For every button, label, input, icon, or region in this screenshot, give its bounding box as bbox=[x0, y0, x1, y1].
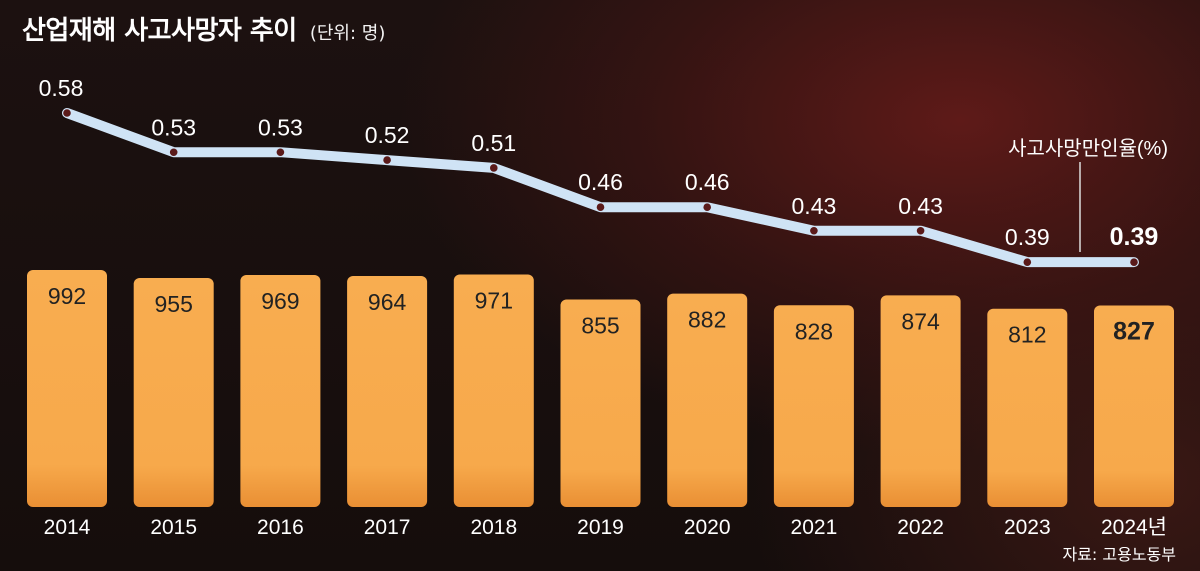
x-tick-label: 2024년 bbox=[1101, 516, 1167, 539]
x-tick-label: 2020 bbox=[684, 516, 731, 539]
line-value-label: 0.53 bbox=[258, 114, 303, 140]
line-series bbox=[62, 108, 1139, 268]
x-tick-label: 2014 bbox=[44, 516, 91, 539]
bar-2024년 bbox=[1094, 305, 1174, 507]
x-tick-label: 2021 bbox=[791, 516, 838, 539]
line-series-callout: 사고사망만인율(%) bbox=[1008, 137, 1168, 252]
bar-2023 bbox=[987, 308, 1068, 507]
line-value-label: 0.52 bbox=[365, 122, 410, 148]
line-point bbox=[383, 156, 391, 164]
line-value-label: 0.53 bbox=[151, 114, 196, 140]
bar-value-label: 969 bbox=[261, 288, 299, 314]
bar-value-label: 828 bbox=[795, 318, 833, 344]
line-labels: 0.58 0.53 0.53 0.52 0.51 0.46 0.46 0.43 0.43 0.39… bbox=[39, 75, 1159, 251]
bar-2022 bbox=[880, 295, 961, 507]
line-point bbox=[810, 226, 818, 235]
line-point bbox=[703, 203, 711, 211]
source-note: 자료: 고용노동부 bbox=[1062, 545, 1176, 564]
bar-value-label: 971 bbox=[475, 288, 513, 314]
bar-value-label: 964 bbox=[368, 289, 407, 315]
bar-2020 bbox=[667, 293, 748, 507]
line-point bbox=[63, 109, 71, 117]
x-axis-ticks: 2014 2015 2016 2017 2018 2019 2020 2021 2022 2023… bbox=[44, 516, 1167, 539]
line-value-label: 0.51 bbox=[471, 130, 516, 156]
line-point bbox=[596, 203, 605, 211]
line-point bbox=[1130, 258, 1138, 266]
line-point bbox=[490, 164, 498, 172]
bar-value-label: 874 bbox=[901, 308, 940, 334]
line-series-label: 사고사망만인율(%) bbox=[1008, 137, 1168, 160]
title-block: 산업재해 사고사망자 추이 (단위: 명) bbox=[22, 10, 385, 47]
line-point bbox=[1023, 258, 1032, 266]
line-point bbox=[276, 148, 285, 157]
bar-2017 bbox=[347, 276, 428, 507]
bar-2018 bbox=[453, 274, 534, 507]
line-value-label: 0.43 bbox=[792, 193, 837, 219]
line-point bbox=[169, 148, 178, 157]
chart-title: 산업재해 사고사망자 추이 bbox=[22, 16, 297, 46]
bar-value-label: 855 bbox=[581, 312, 619, 338]
bar-2016 bbox=[240, 274, 321, 507]
x-tick-label: 2018 bbox=[470, 516, 517, 539]
x-tick-label: 2015 bbox=[150, 516, 197, 539]
line-value-label: 0.58 bbox=[39, 75, 84, 101]
x-tick-label: 2017 bbox=[364, 516, 411, 539]
bar-value-label: 812 bbox=[1008, 322, 1046, 348]
unit-label: (단위: 명) bbox=[309, 23, 386, 44]
line-value-label: 0.46 bbox=[578, 169, 623, 195]
bar-series bbox=[27, 270, 1174, 507]
bar-2019 bbox=[560, 299, 641, 507]
x-tick-label: 2022 bbox=[897, 516, 944, 539]
bar-2014 bbox=[27, 270, 107, 507]
bar-2021 bbox=[773, 305, 854, 507]
bar-value-label: 827 bbox=[1113, 317, 1155, 345]
x-tick-label: 2019 bbox=[577, 516, 624, 539]
line-value-label: 0.43 bbox=[898, 193, 943, 219]
x-tick-label: 2023 bbox=[1004, 516, 1051, 539]
line-point bbox=[916, 226, 925, 235]
line-value-label: 0.39 bbox=[1110, 223, 1159, 251]
line-value-label: 0.46 bbox=[685, 169, 730, 195]
line-value-label: 0.39 bbox=[1005, 224, 1050, 250]
bar-value-label: 992 bbox=[48, 283, 86, 309]
x-tick-label: 2016 bbox=[257, 516, 304, 539]
bar-value-label: 882 bbox=[688, 307, 726, 333]
bar-labels: 992 955 969 964 971 855 882 828 874 812 827 bbox=[48, 283, 1155, 348]
bar-2015 bbox=[133, 277, 214, 507]
bar-value-label: 955 bbox=[155, 291, 193, 317]
